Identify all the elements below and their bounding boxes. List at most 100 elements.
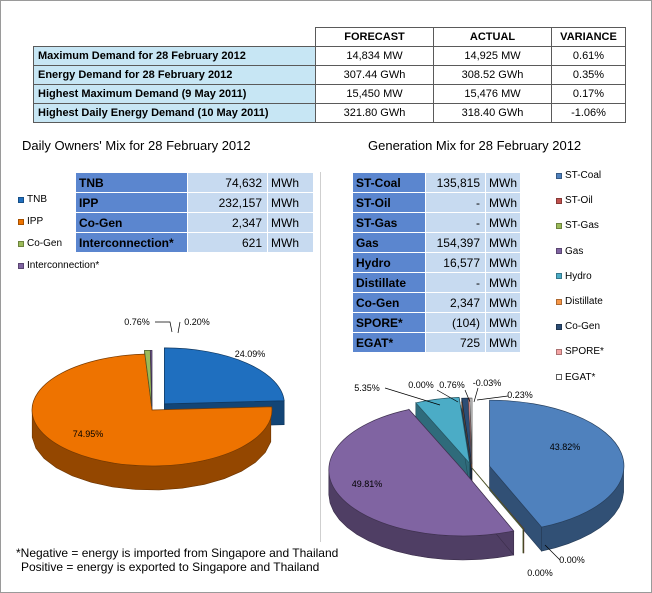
generation-row-label: SPORE* bbox=[352, 312, 426, 333]
legend-label: SPORE* bbox=[565, 346, 604, 358]
legend-swatch bbox=[18, 218, 24, 225]
generation-mix-table: ST-Coal 135,815 MWh ST-Oil - MWh ST-Gas … bbox=[352, 172, 521, 353]
legend-label: EGAT* bbox=[565, 371, 596, 383]
generation-row-unit: MWh bbox=[485, 192, 521, 213]
pie-slice-egat bbox=[469, 397, 473, 465]
legend-item-gas: Gas bbox=[556, 246, 583, 257]
legend-swatch bbox=[556, 298, 562, 305]
legend-label: Gas bbox=[565, 245, 584, 257]
owners-row-unit: MWh bbox=[267, 212, 314, 233]
pie-label-spore: -0.03% bbox=[473, 378, 502, 388]
pie-label-ipp: 74.95% bbox=[73, 429, 104, 439]
summary-row-forecast: 307.44 GWh bbox=[315, 65, 434, 85]
footnote: *Negative = energy is imported from Sing… bbox=[16, 546, 338, 574]
legend-item-st-oil: ST-Oil bbox=[556, 195, 593, 206]
legend-item-st-gas: ST-Gas bbox=[556, 220, 599, 231]
pie-label-st-oil: 0.00% bbox=[559, 555, 585, 565]
summary-row-actual: 318.40 GWh bbox=[433, 103, 552, 123]
generation-row-value: 725 bbox=[425, 332, 486, 353]
legend-label: Interconnection* bbox=[27, 260, 100, 271]
legend-swatch bbox=[556, 348, 562, 355]
owners-row-label: Interconnection* bbox=[75, 232, 188, 253]
pie-slice-hydro bbox=[415, 397, 471, 465]
legend-label: Distillate bbox=[565, 296, 603, 307]
pie-label-leader-egat bbox=[476, 395, 509, 401]
owners-mix-table: TNB 74,632 MWh IPP 232,157 MWh Co-Gen 2,… bbox=[75, 172, 314, 253]
footnote-line-1: *Negative = energy is imported from Sing… bbox=[16, 546, 339, 560]
legend-item-st-coal: ST-Coal bbox=[556, 170, 601, 181]
legend-label: Co-Gen bbox=[565, 321, 601, 333]
pie-label-leader-st-oil bbox=[544, 544, 561, 561]
pie-label-egat: 0.23% bbox=[507, 390, 533, 400]
generation-row-value: 154,397 bbox=[425, 232, 486, 253]
generation-mix-title: Generation Mix for 28 February 2012 bbox=[368, 138, 582, 153]
legend-swatch bbox=[556, 222, 562, 229]
generation-row-label: ST-Oil bbox=[352, 192, 426, 213]
summary-row-label: Highest Daily Energy Demand (10 May 2011… bbox=[33, 103, 316, 123]
pie-slice-st-coal bbox=[489, 399, 625, 528]
table-row: Co-Gen 2,347 MWh bbox=[75, 212, 314, 233]
pie-slice-interconnection bbox=[150, 349, 153, 407]
generation-row-label: Hydro bbox=[352, 252, 426, 273]
legend-item-spore: SPORE* bbox=[556, 346, 604, 357]
summary-header-forecast: FORECAST bbox=[315, 27, 434, 47]
table-row: ST-Coal 135,815 MWh bbox=[352, 172, 521, 193]
legend-label: ST-Oil bbox=[565, 195, 593, 207]
table-row: EGAT* 725 MWh bbox=[352, 332, 521, 353]
legend-item-interconnection: Interconnection* bbox=[18, 260, 99, 271]
table-row: Energy Demand for 28 February 2012 307.4… bbox=[33, 65, 626, 85]
table-row: Highest Maximum Demand (9 May 2011) 15,4… bbox=[33, 84, 626, 104]
owners-row-value: 232,157 bbox=[187, 192, 268, 213]
legend-label: IPP bbox=[27, 216, 44, 227]
summary-row-forecast: 321.80 GWh bbox=[315, 103, 434, 123]
legend-swatch bbox=[556, 197, 562, 204]
summary-row-label: Highest Maximum Demand (9 May 2011) bbox=[33, 84, 316, 104]
legend-item-egat: EGAT* bbox=[556, 372, 595, 383]
summary-row-label: Energy Demand for 28 February 2012 bbox=[33, 65, 316, 85]
pie-label-st-coal: 43.82% bbox=[550, 442, 581, 452]
legend-label: Co-Gen bbox=[27, 238, 63, 249]
section-divider bbox=[320, 172, 321, 542]
pie-label-co-gen: 0.76% bbox=[124, 317, 150, 327]
legend-label: Hydro bbox=[565, 270, 592, 282]
owners-row-value: 2,347 bbox=[187, 212, 268, 233]
legend-item-co-gen: Co-Gen bbox=[556, 321, 600, 332]
generation-row-value: 135,815 bbox=[425, 172, 486, 193]
legend-swatch bbox=[18, 240, 24, 247]
pie-label-leader-hydro bbox=[384, 387, 441, 406]
pie-slice-ipp bbox=[31, 353, 273, 467]
owners-row-label: IPP bbox=[75, 192, 188, 213]
pie-slice-gas bbox=[328, 409, 515, 537]
table-row: Interconnection* 621 MWh bbox=[75, 232, 314, 253]
generation-row-value: 2,347 bbox=[425, 292, 486, 313]
legend-swatch bbox=[18, 196, 24, 203]
legend-swatch bbox=[18, 262, 24, 269]
pie-label-leader-distillate bbox=[436, 389, 459, 403]
legend-item-ipp: IPP bbox=[18, 216, 43, 227]
pie-slice-tnb bbox=[164, 347, 285, 405]
owners-mix-pie: 24.09% 74.95% 0.76% 0.20% bbox=[31, 317, 285, 491]
pie-label-tnb: 24.09% bbox=[235, 349, 266, 359]
generation-row-value: (104) bbox=[425, 312, 486, 333]
footnote-line-2: Positive = energy is exported to Singapo… bbox=[21, 560, 320, 574]
owners-row-value: 621 bbox=[187, 232, 268, 253]
legend-swatch bbox=[556, 323, 562, 330]
generation-row-value: - bbox=[425, 272, 486, 293]
pie-side-st-gas bbox=[522, 528, 524, 554]
legend-label: ST-Coal bbox=[565, 170, 602, 181]
table-row: TNB 74,632 MWh bbox=[75, 172, 314, 193]
generation-row-label: ST-Coal bbox=[352, 172, 426, 193]
generation-row-value: 16,577 bbox=[425, 252, 486, 273]
legend-item-co-gen: Co-Gen bbox=[18, 238, 62, 249]
generation-mix-pie: 43.82% 0.00% 0.00% 49.81% 5.35% 0.00% 0.76% -0.… bbox=[328, 378, 625, 578]
owners-row-unit: MWh bbox=[267, 172, 314, 193]
owners-row-unit: MWh bbox=[267, 232, 314, 253]
summary-header-row: FORECAST ACTUAL VARIANCE bbox=[33, 27, 626, 47]
generation-row-unit: MWh bbox=[485, 172, 521, 193]
pie-label-st-gas: 0.00% bbox=[527, 568, 553, 578]
pie-label-co-gen: 0.76% bbox=[439, 380, 465, 390]
generation-row-unit: MWh bbox=[485, 312, 521, 333]
generation-row-unit: MWh bbox=[485, 272, 521, 293]
table-row: Distillate - MWh bbox=[352, 272, 521, 293]
